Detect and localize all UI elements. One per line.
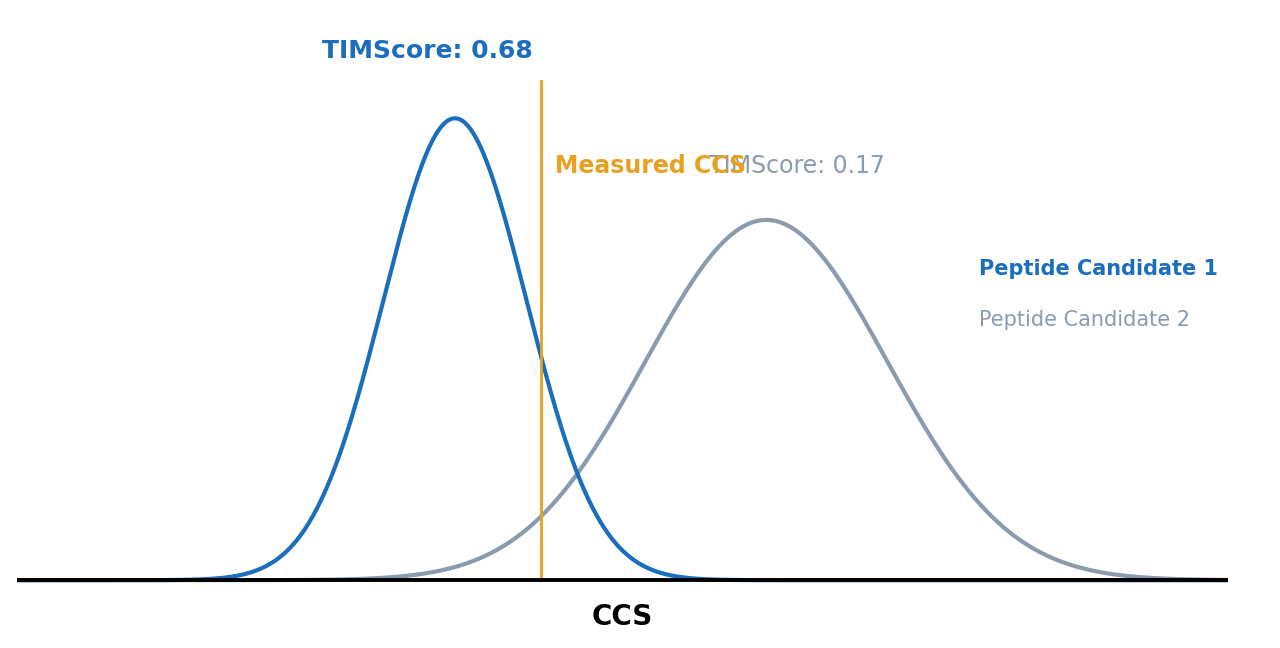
Text: Peptide Candidate 2: Peptide Candidate 2 (979, 310, 1190, 330)
Text: Measured CCS: Measured CCS (556, 154, 746, 178)
Text: Peptide Candidate 1: Peptide Candidate 1 (979, 259, 1219, 279)
Text: TIMScore: 0.68: TIMScore: 0.68 (323, 39, 532, 63)
X-axis label: CCS: CCS (591, 603, 653, 631)
Text: TIMScore: 0.17: TIMScore: 0.17 (709, 154, 884, 178)
